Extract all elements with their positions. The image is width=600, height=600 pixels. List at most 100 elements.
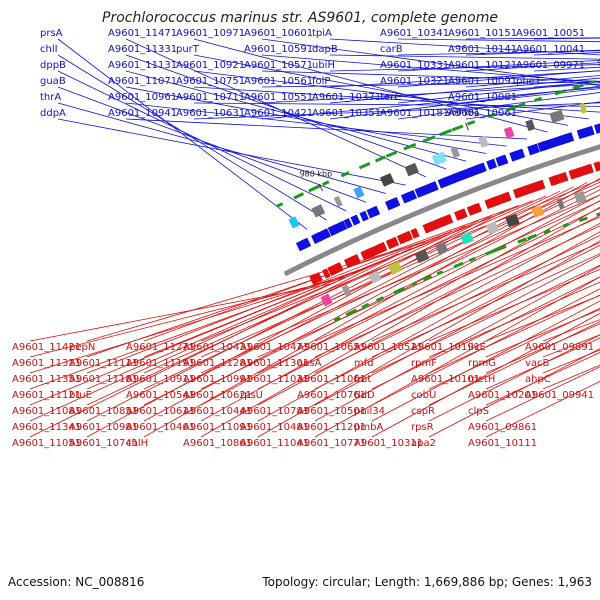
gene-label: rpsR [411,422,434,433]
gene-label: A9601_10621 [183,390,252,401]
gene-label: rpmF [411,358,437,369]
gene-label: tldD [354,390,375,401]
gene-label: A9601_09941 [525,390,594,401]
gene-label: A9601_10981 [69,422,138,433]
gene-label: dapB [312,44,338,55]
gene-label: A9601_10761 [297,390,366,401]
gene-labels: prsAchlIdppBguaBthrAddpAA9601_11471A9601… [12,28,594,449]
gene-feature [333,195,343,208]
gene-label: A9601_10651 [297,342,366,353]
gene-feature [293,192,305,200]
gene-label: btuE [69,390,92,401]
gene-feature [485,248,498,256]
gene-label: A9601_10371 [312,92,381,103]
gene-feature [541,139,554,151]
gene-label: A9601_10751 [176,76,245,87]
genome-title: Prochlorococcus marinus str. AS9601, com… [102,10,498,26]
label-leader [143,186,574,406]
gene-feature [471,202,483,214]
gene-feature [517,237,528,244]
gene-feature [572,83,584,90]
gene-feature [345,308,358,317]
gene-feature [525,119,536,132]
gene-feature [512,186,528,199]
label-leader [125,86,487,154]
label-leader [329,54,600,60]
gene-label: A9601_11061 [297,374,366,385]
gene-label: A9601_10431 [183,342,252,353]
gene-label: A9601_11081 [12,406,81,417]
gene-label: A9601_10561 [244,76,313,87]
gene-feature [509,151,518,162]
label-leader [428,294,600,374]
gene-label: A9601_10551 [244,92,313,103]
gene-label: A9601_10781 [240,406,309,417]
gene-label: A9601_10441 [183,406,252,417]
gene-feature [514,148,526,160]
gene-label: ubiH [312,60,335,71]
gene-feature [558,171,569,183]
gene-feature [431,151,447,166]
gene-feature [411,281,418,287]
gene-label: A9601_11031 [240,374,309,385]
gene-feature [311,204,326,218]
gene-feature [388,261,403,275]
gene-feature [568,167,584,180]
label-leader [371,312,600,438]
gene-feature [350,214,361,226]
gene-feature [549,109,565,124]
gene-label: A9601_10311 [354,438,423,449]
gene-feature [537,179,546,191]
gene-feature [386,197,399,210]
gene-label: A9601_09891 [525,342,594,353]
gene-label: metH [468,374,495,385]
gene-feature [551,174,562,186]
gene-label: ahpC [525,374,551,385]
gene-label: A9601_10711 [176,92,245,103]
genome-backbone [283,144,600,277]
gene-feature [327,264,338,277]
label-leader [125,54,447,170]
gene-feature [375,296,384,302]
gene-feature [478,135,489,148]
label-leader [193,70,589,120]
gene-label: A9601_11301 [240,358,309,369]
label-leader [465,37,600,40]
gene-feature [506,105,517,112]
gene-label: A9601_10191 [411,342,480,353]
label-leader [329,64,600,72]
label-leader [465,62,600,72]
gene-label: A9601_10461 [126,422,195,433]
label-leader [314,216,600,342]
gene-feature [505,213,520,228]
label-leader [257,240,600,438]
gene-feature [343,218,353,229]
label-leader [329,38,600,56]
label-leader [397,38,600,43]
gene-feature [439,128,453,137]
gene-label: A9601_10471 [240,342,309,353]
label-leader [57,102,387,194]
gene-feature [393,286,406,295]
scale-tick [465,122,469,131]
gene-feature [348,254,361,267]
scale-tick-label: 980 kbp [300,170,333,179]
gene-feature [309,272,323,285]
label-leader [257,194,600,342]
label-leader [86,236,439,358]
label-leader [371,276,600,390]
label-leader [200,206,600,438]
label-leader [465,88,600,104]
gene-feature [308,184,321,193]
gene-label: A9601_11121 [12,390,81,401]
gene-label: A9601_10911 [126,374,195,385]
gene-feature [487,112,497,119]
gene-feature [359,210,369,222]
label-leader [143,200,533,358]
gene-feature [300,237,312,249]
label-leader [261,86,600,120]
gene-feature [564,132,575,143]
gene-feature [451,124,464,132]
gene-label: A9601_10591 [244,44,313,55]
